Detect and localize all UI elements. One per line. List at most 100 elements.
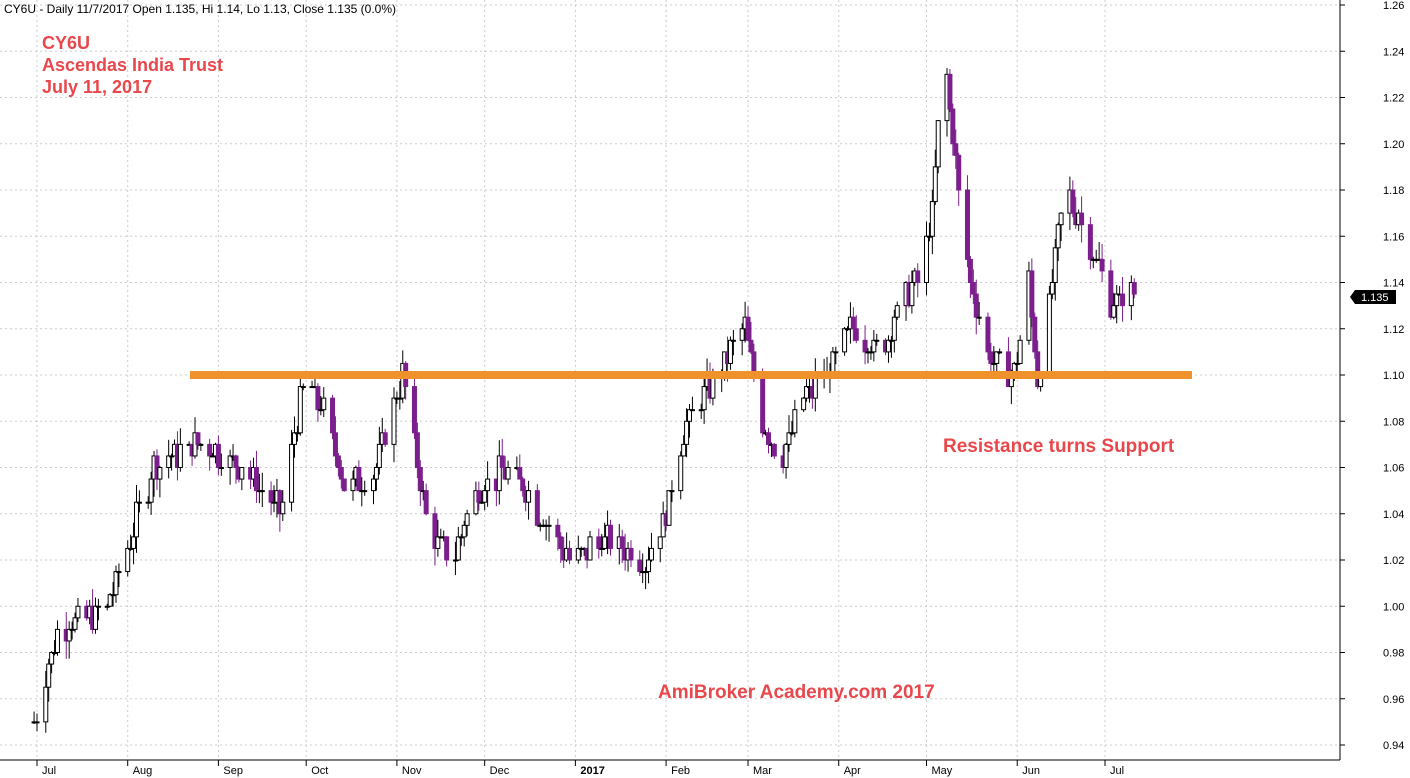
candle-body — [915, 270, 921, 283]
candle-body — [233, 455, 239, 468]
candle-body — [575, 547, 581, 561]
candle-body — [988, 351, 994, 364]
candle-body — [766, 432, 772, 445]
candle-body — [689, 409, 695, 412]
candle-body — [862, 339, 868, 353]
candle-body — [669, 490, 675, 493]
candle-body — [874, 339, 880, 342]
candle-body — [289, 443, 295, 503]
candle-body — [976, 316, 982, 319]
candle-body — [701, 386, 707, 411]
candle-body — [997, 351, 1003, 354]
candle-body — [464, 513, 470, 526]
candle-body — [1029, 270, 1035, 318]
candle-body — [932, 166, 938, 203]
time-tick-label: May — [932, 765, 953, 777]
candle-body — [391, 397, 397, 445]
candle-body — [107, 594, 113, 607]
candle-body — [833, 351, 839, 354]
candle-body — [760, 374, 766, 434]
time-tick-label: Dec — [490, 765, 510, 777]
candle-body — [970, 282, 976, 295]
price-tick-label: 1.24 — [1383, 46, 1404, 58]
candle-body — [198, 443, 204, 446]
candle-body — [678, 455, 684, 492]
candle-body — [1052, 247, 1058, 283]
candle-body — [1114, 293, 1120, 307]
candle-body — [771, 443, 777, 457]
candle-body — [157, 467, 163, 480]
candle-body — [49, 652, 55, 665]
candle-body — [558, 536, 564, 549]
candle-body — [93, 605, 99, 630]
time-tick-label: Apr — [844, 765, 861, 777]
last-price-marker: 1.135 — [1350, 290, 1396, 304]
time-tick-label: Feb — [671, 765, 690, 777]
price-tick-label: 1.14 — [1383, 278, 1404, 290]
candle-body — [435, 536, 441, 549]
candle-body — [259, 490, 265, 493]
candle-body — [1099, 258, 1105, 272]
candle-body — [461, 524, 467, 538]
candle-body — [1005, 351, 1011, 388]
candle-body — [730, 339, 736, 342]
ticker-symbol: CY6U — [42, 33, 91, 53]
candle-body — [297, 386, 303, 434]
candle-body — [964, 189, 970, 260]
candle-body — [853, 328, 859, 341]
candle-body — [505, 467, 511, 480]
candle-body — [646, 559, 652, 573]
resistance-support-label: Resistance turns Support — [943, 436, 1175, 457]
candles — [31, 68, 1137, 733]
candle-body — [929, 201, 935, 237]
candle-body — [520, 478, 526, 492]
candle-body — [496, 455, 502, 492]
candle-body — [1058, 212, 1064, 226]
support-line — [190, 371, 1192, 379]
candle-body — [567, 547, 573, 561]
candle-body — [338, 467, 344, 480]
candle-body — [133, 501, 139, 538]
candle-body — [619, 536, 625, 549]
candle-body — [994, 351, 1000, 364]
candle-body — [1087, 224, 1093, 260]
price-tick-label: 1.16 — [1383, 231, 1404, 243]
candle-body — [332, 432, 338, 457]
candle-body — [546, 524, 552, 527]
time-tick-label: Aug — [133, 765, 153, 777]
candle-body — [376, 443, 382, 468]
candle-body — [95, 605, 101, 608]
candle-body — [596, 536, 602, 549]
candle-body — [950, 108, 956, 145]
candle-body — [321, 397, 327, 411]
candle-body — [909, 282, 915, 307]
candle-body — [291, 432, 297, 445]
price-tick-label: 1.10 — [1383, 370, 1404, 382]
candle-body — [116, 571, 122, 574]
candle-body — [947, 73, 953, 110]
candle-body — [411, 386, 417, 434]
candle-body — [46, 663, 52, 688]
candle-body — [1070, 189, 1076, 214]
price-axis: 1.26 1.24 1.22 1.20 1.18 1.16 1.14 1.12 1.10 1.08… — [1340, 0, 1404, 752]
candle-body — [499, 455, 505, 468]
candle-body — [1049, 282, 1055, 295]
candle-body — [253, 467, 259, 492]
price-tick-label: 1.18 — [1383, 185, 1404, 197]
candle-body — [648, 547, 654, 561]
candle-body — [362, 490, 368, 493]
candle-body — [786, 432, 792, 445]
candle-body — [792, 409, 798, 434]
price-tick-label: 1.02 — [1383, 555, 1404, 567]
candle-body — [476, 490, 482, 503]
candle-body — [113, 571, 119, 596]
time-tick-label: Jul — [1110, 765, 1124, 777]
candle-body — [681, 443, 687, 457]
last-price-label: 1.135 — [1361, 292, 1389, 304]
candle-body — [783, 443, 789, 468]
price-tick-label: 1.06 — [1383, 463, 1404, 475]
time-tick-label: Oct — [311, 765, 328, 777]
candle-body — [587, 536, 593, 561]
candle-body — [1035, 351, 1041, 388]
time-tick-label: Nov — [402, 765, 422, 777]
